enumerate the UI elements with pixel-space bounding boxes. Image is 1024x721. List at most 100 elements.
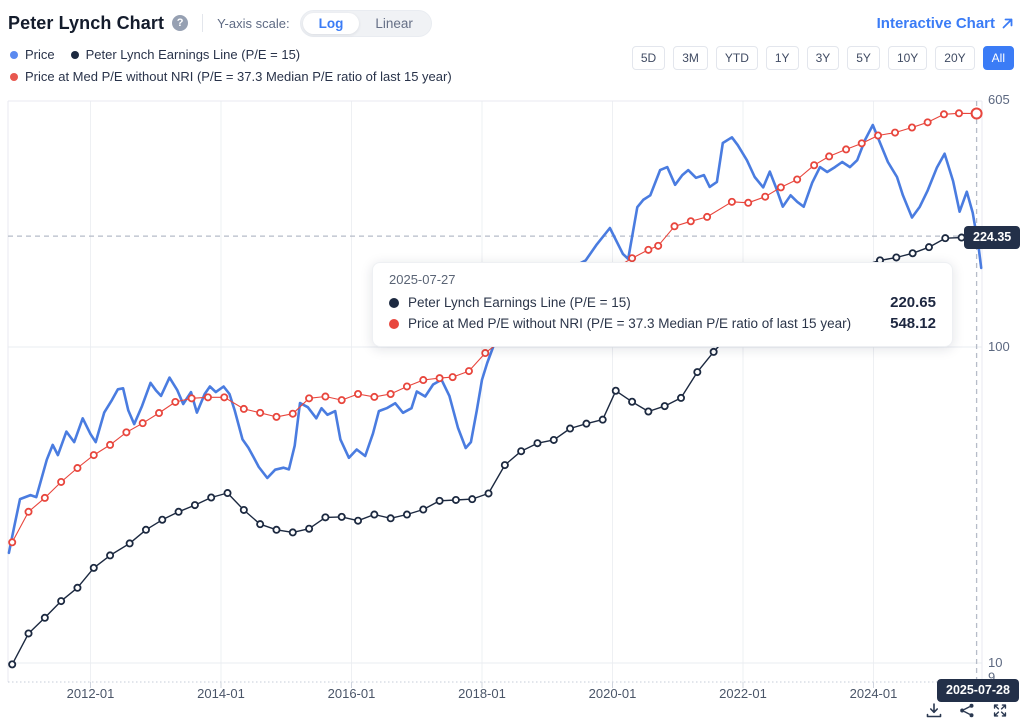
legend-row: Price at Med P/E without NRI (P/E = 37.3…: [10, 69, 452, 84]
tooltip-series-dot-icon: [389, 297, 399, 308]
series-marker: [857, 139, 866, 148]
yaxis-scale-toggle: Log Linear: [299, 9, 432, 37]
series-marker: [481, 349, 490, 358]
legend-item[interactable]: Price at Med P/E without NRI (P/E = 37.3…: [10, 69, 452, 84]
series-marker: [256, 520, 265, 529]
series-marker: [727, 197, 736, 206]
series-marker: [158, 515, 167, 524]
scale-option-linear[interactable]: Linear: [375, 15, 413, 31]
tooltip-date: 2025-07-27: [389, 272, 456, 287]
legend-dot-icon: [10, 72, 18, 81]
divider: [202, 14, 204, 32]
legend-item[interactable]: Peter Lynch Earnings Line (P/E = 15): [70, 47, 301, 62]
series-marker: [207, 493, 216, 502]
series-marker: [337, 512, 346, 521]
series-marker: [187, 394, 196, 403]
series-marker: [354, 516, 363, 525]
range-button-3m[interactable]: 3M: [673, 46, 708, 70]
header-bar: Peter Lynch Chart ? Y-axis scale: Log Lin…: [8, 8, 1014, 38]
series-marker: [402, 382, 411, 391]
series-marker: [703, 212, 712, 221]
series-marker: [842, 145, 851, 154]
series-marker: [660, 402, 669, 411]
range-button-3y[interactable]: 3Y: [806, 46, 840, 70]
legend-label: Peter Lynch Earnings Line (P/E = 15): [85, 47, 301, 62]
series-marker: [744, 198, 753, 207]
tooltip-row: Peter Lynch Earnings Line (P/E = 15) 220.…: [389, 294, 936, 311]
legend-row: Price Peter Lynch Earnings Line (P/E = 15…: [10, 47, 452, 62]
series-marker: [435, 374, 444, 383]
range-button-ytd[interactable]: YTD: [715, 46, 758, 70]
series-marker: [611, 386, 620, 395]
series-marker: [40, 613, 49, 622]
series-marker: [190, 501, 199, 510]
range-button-5y[interactable]: 5Y: [847, 46, 880, 70]
range-button-1y[interactable]: 1Y: [765, 46, 799, 70]
series-marker: [220, 393, 229, 402]
share-icon[interactable]: [959, 703, 975, 718]
scale-option-log[interactable]: Log: [302, 12, 360, 34]
fullscreen-icon[interactable]: [992, 703, 1008, 718]
y-axis-label: 10: [988, 655, 1002, 670]
series-marker: [370, 510, 379, 519]
yaxis-value-badge: 224.35: [964, 226, 1021, 249]
series-marker: [402, 510, 411, 519]
series-marker: [970, 107, 983, 120]
series-marker: [517, 447, 526, 456]
series-marker: [582, 419, 591, 428]
external-arrow-icon: [1002, 18, 1013, 28]
series-marker: [628, 254, 637, 263]
yaxis-scale-label: Y-axis scale:: [217, 15, 290, 31]
legend-item[interactable]: Price: [10, 47, 55, 62]
interactive-chart-link[interactable]: Interactive Chart: [877, 15, 1014, 32]
page-title: Peter Lynch Chart: [8, 12, 165, 33]
series-marker: [709, 347, 718, 356]
series-marker: [776, 183, 785, 192]
x-axis-label: 2016-01: [328, 686, 376, 701]
series-marker: [239, 505, 248, 514]
series-marker: [386, 390, 395, 399]
series-marker: [628, 397, 637, 406]
legend-label: Price at Med P/E without NRI (P/E = 37.3…: [25, 69, 452, 84]
help-icon[interactable]: ?: [172, 15, 189, 31]
x-axis-label: 2020-01: [589, 686, 637, 701]
series-marker: [370, 392, 379, 401]
y-axis-label: 605: [988, 92, 1010, 107]
series-marker: [305, 394, 314, 403]
series-marker: [941, 234, 950, 243]
legend-label: Price: [25, 47, 55, 62]
range-button-5d[interactable]: 5D: [631, 46, 666, 70]
y-axis-label: 100: [988, 339, 1010, 354]
series-marker: [256, 408, 265, 417]
series-marker: [451, 495, 460, 504]
range-button-all[interactable]: All: [982, 46, 1014, 70]
legend-dot-icon: [70, 50, 79, 59]
series-marker: [566, 424, 575, 433]
series-marker: [122, 428, 131, 437]
series-line-price: [7, 123, 983, 555]
series-marker: [203, 393, 212, 402]
series-marker: [89, 563, 98, 572]
series-marker: [24, 629, 33, 638]
tooltip-series-dot-icon: [389, 318, 399, 329]
series-marker: [321, 392, 330, 401]
x-axis-label: 2022-01: [719, 686, 767, 701]
series-marker: [907, 123, 916, 132]
series-marker: [644, 245, 653, 254]
series-marker: [337, 396, 346, 405]
series-marker: [141, 525, 150, 534]
series-marker: [549, 435, 558, 444]
series-marker: [57, 477, 66, 486]
download-icon[interactable]: [926, 703, 942, 718]
series-marker: [239, 404, 248, 413]
series-marker: [793, 175, 802, 184]
series-marker: [954, 109, 963, 118]
range-button-20y[interactable]: 20Y: [935, 46, 975, 70]
x-axis-label: 2024-01: [850, 686, 898, 701]
legend-dot-icon: [10, 50, 18, 59]
range-button-10y[interactable]: 10Y: [887, 46, 928, 70]
series-marker: [923, 118, 932, 127]
series-marker: [825, 152, 834, 161]
series-marker: [155, 409, 164, 418]
